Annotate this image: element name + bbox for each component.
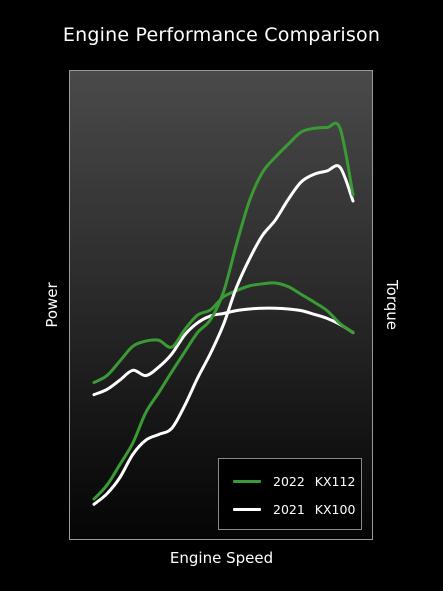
y-axis-label-right: Torque	[383, 280, 401, 330]
2021-kx100-torque-line	[92, 306, 355, 397]
legend-entry: 2021 KX100	[233, 500, 355, 518]
legend-swatch	[233, 507, 261, 511]
2021-kx100-power-line	[92, 164, 355, 506]
x-axis-label: Engine Speed	[169, 549, 274, 567]
legend: 2022 KX112 2021 KX100	[218, 458, 362, 530]
2022-kx112-power-line	[92, 121, 355, 501]
2022-kx112-torque-line	[92, 281, 355, 384]
legend-label: 2021 KX100	[273, 501, 356, 517]
plot-svg	[92, 121, 355, 506]
chart-title: Engine Performance Comparison	[62, 24, 381, 46]
legend-label: 2022 KX112	[273, 473, 356, 489]
y-axis-label-left: Power	[43, 282, 61, 328]
legend-swatch	[233, 479, 261, 483]
legend-entry: 2022 KX112	[233, 472, 355, 490]
